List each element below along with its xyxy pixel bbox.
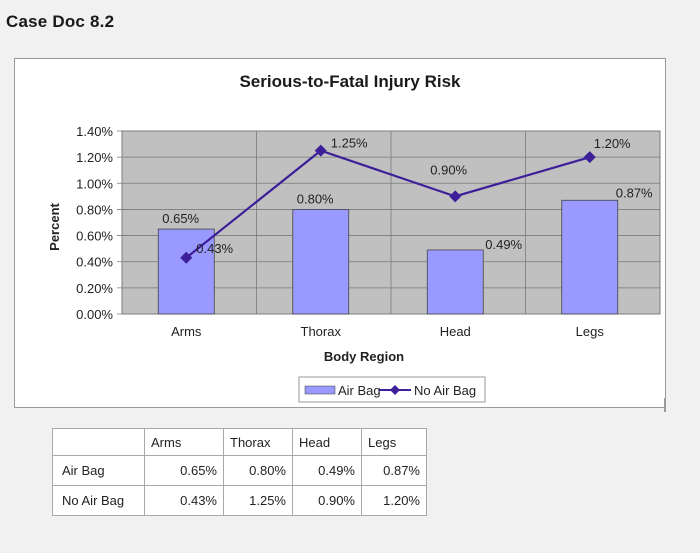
- chart-frame-edge: [664, 398, 666, 412]
- bar-data-label: 0.80%: [297, 191, 334, 206]
- y-tick-label: 0.00%: [76, 307, 113, 322]
- injury-risk-chart: Serious-to-Fatal Injury Risk 0.00%0.20%0…: [47, 72, 661, 403]
- bar-data-label: 0.65%: [162, 211, 199, 226]
- line-data-label: 0.43%: [196, 241, 233, 256]
- line-no-air-bag: [185, 149, 591, 259]
- bar-data-label: 0.87%: [616, 185, 653, 200]
- plot-area: [117, 130, 661, 315]
- table-cell: 0.65%: [144, 455, 224, 486]
- y-tick-label: 0.40%: [76, 255, 113, 270]
- axis-labels: 0.00% 0.20% 0.40% 0.60% 0.80% 1.00% 1.20% 1.40%…: [76, 124, 653, 339]
- line-data-label: 1.20%: [594, 136, 631, 151]
- y-tick-label: 0.80%: [76, 202, 113, 217]
- y-tick-label: 1.40%: [76, 124, 113, 139]
- x-category-label: Head: [440, 324, 471, 339]
- bar-air-bag: [561, 199, 619, 315]
- table-header-cell: Arms: [144, 428, 224, 456]
- marker-no-air-bag: [449, 190, 462, 203]
- table-header-row: Arms Thorax Head Legs: [52, 428, 427, 456]
- marker-no-air-bag: [180, 251, 193, 264]
- table-cell: 0.80%: [223, 455, 293, 486]
- table-row-label: No Air Bag: [52, 485, 145, 516]
- chart-title: Serious-to-Fatal Injury Risk: [239, 72, 461, 91]
- y-tick-label: 0.20%: [76, 281, 113, 296]
- x-category-label: Legs: [576, 324, 605, 339]
- chart-frame: Serious-to-Fatal Injury Risk 0.00% 0.20% 0…: [14, 58, 666, 408]
- x-category-label: Arms: [171, 324, 202, 339]
- marker-no-air-bag: [314, 144, 327, 157]
- bar-data-label: 0.49%: [485, 237, 522, 252]
- table-cell: 1.25%: [223, 485, 293, 516]
- table-row-label: Air Bag: [52, 455, 145, 486]
- bar-air-bag: [292, 209, 350, 315]
- line-data-label: 0.90%: [430, 162, 467, 177]
- legend: Air Bag No Air Bag: [298, 376, 486, 403]
- line-data-label: 1.25%: [331, 136, 368, 151]
- table-header-cell: Legs: [361, 428, 427, 456]
- table-row: No Air Bag 0.43% 1.25% 0.90% 1.20%: [52, 485, 427, 516]
- y-axis-title: Percent: [47, 202, 62, 250]
- legend-marker-no-air-bag: [390, 385, 400, 395]
- table-cell: 0.87%: [361, 455, 427, 486]
- x-category-label: Thorax: [301, 324, 342, 339]
- legend-label-no-air-bag: No Air Bag: [414, 383, 476, 398]
- table-row: Air Bag 0.65% 0.80% 0.49% 0.87%: [52, 455, 427, 486]
- x-axis-title: Body Region: [324, 349, 404, 364]
- marker-no-air-bag: [583, 151, 596, 164]
- table-cell: 0.90%: [292, 485, 362, 516]
- data-table: Arms Thorax Head Legs Air Bag 0.65% 0.80…: [52, 428, 427, 516]
- y-tick-label: 1.00%: [76, 176, 113, 191]
- y-tick-label: 1.20%: [76, 150, 113, 165]
- legend-label-air-bag: Air Bag: [338, 383, 381, 398]
- table-cell: 0.43%: [144, 485, 224, 516]
- legend-swatch-air-bag: [304, 385, 336, 395]
- table-cell: 0.49%: [292, 455, 362, 486]
- table-header-cell: Thorax: [223, 428, 293, 456]
- document-title: Case Doc 8.2: [6, 12, 115, 31]
- bar-air-bag: [426, 249, 484, 315]
- table-header-cell: Head: [292, 428, 362, 456]
- y-tick-label: 0.60%: [76, 229, 113, 244]
- table-cell: 1.20%: [361, 485, 427, 516]
- table-corner-cell: [52, 428, 145, 456]
